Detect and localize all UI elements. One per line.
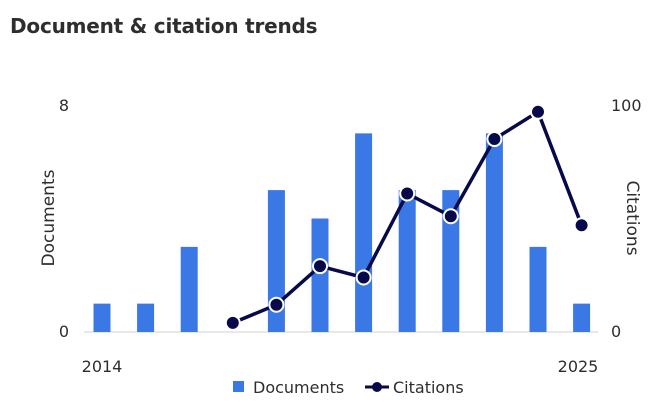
documents-bar-2023 xyxy=(485,133,503,332)
chart-title: Document & citation trends xyxy=(10,14,318,38)
citations-point-2022 xyxy=(442,208,459,225)
documents-bar-2018 xyxy=(267,190,285,332)
citations-point-2020 xyxy=(355,269,372,286)
legend-citations-marker xyxy=(372,382,382,392)
documents-bar-2024 xyxy=(529,246,547,332)
legend-documents-swatch xyxy=(233,381,244,392)
legend-documents-label: Documents xyxy=(253,378,344,397)
legend-citations-label: Citations xyxy=(393,378,464,397)
citations-point-2021 xyxy=(399,185,416,202)
documents-bar-2016 xyxy=(180,246,198,332)
citations-point-2017 xyxy=(224,314,241,331)
y-left-axis-title: Documents xyxy=(39,169,59,266)
y-right-tick-min: 0 xyxy=(611,322,621,341)
citations-point-2018 xyxy=(268,296,285,313)
y-left-tick-max: 8 xyxy=(59,96,69,115)
y-right-tick-max: 100 xyxy=(611,96,642,115)
x-tick-first: 2014 xyxy=(82,357,123,376)
citations-point-2019 xyxy=(312,258,328,275)
legend: Documents Citations xyxy=(233,378,464,397)
y-left-tick-min: 0 xyxy=(59,322,69,341)
documents-bar-2021 xyxy=(398,190,416,332)
documents-bars xyxy=(93,133,591,332)
x-tick-last: 2025 xyxy=(558,357,599,376)
y-right-axis-title: Citations xyxy=(622,180,642,255)
citations-series xyxy=(224,103,590,331)
documents-bar-2022 xyxy=(442,190,460,332)
documents-bar-2015 xyxy=(137,303,155,332)
documents-bar-2019 xyxy=(311,218,329,332)
citations-point-2023 xyxy=(486,131,503,148)
documents-bar-2020 xyxy=(355,133,373,332)
citations-point-2025 xyxy=(573,217,590,234)
citations-point-2024 xyxy=(530,103,546,120)
documents-bar-2014 xyxy=(93,303,111,332)
documents-bar-2025 xyxy=(573,303,591,332)
